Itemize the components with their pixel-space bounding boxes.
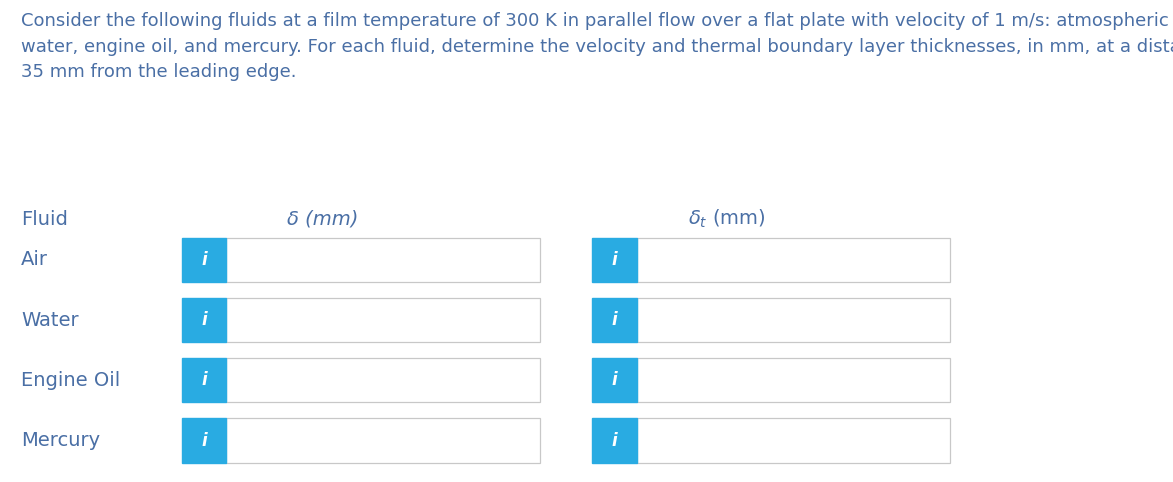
FancyBboxPatch shape [182,358,226,402]
Text: i: i [612,431,617,450]
Text: i: i [202,431,206,450]
FancyBboxPatch shape [592,358,637,402]
Text: δ (mm): δ (mm) [287,210,358,229]
FancyBboxPatch shape [592,238,637,282]
Text: $\delta_t$ (mm): $\delta_t$ (mm) [689,208,766,230]
FancyBboxPatch shape [182,298,226,342]
FancyBboxPatch shape [637,418,950,463]
FancyBboxPatch shape [182,238,226,282]
FancyBboxPatch shape [637,238,950,282]
FancyBboxPatch shape [226,238,540,282]
FancyBboxPatch shape [637,358,950,402]
FancyBboxPatch shape [637,298,950,342]
Text: i: i [202,311,206,329]
Text: Fluid: Fluid [21,210,68,229]
Text: Engine Oil: Engine Oil [21,371,121,390]
Text: Air: Air [21,250,48,269]
Text: i: i [612,311,617,329]
Text: Mercury: Mercury [21,431,100,450]
Text: i: i [612,251,617,269]
Text: Consider the following fluids at a film temperature of 300 K in parallel flow ov: Consider the following fluids at a film … [21,12,1173,81]
Text: Water: Water [21,310,79,330]
Text: i: i [202,251,206,269]
FancyBboxPatch shape [182,418,226,463]
Text: i: i [202,371,206,389]
FancyBboxPatch shape [592,418,637,463]
Text: i: i [612,371,617,389]
FancyBboxPatch shape [226,358,540,402]
FancyBboxPatch shape [226,298,540,342]
FancyBboxPatch shape [226,418,540,463]
FancyBboxPatch shape [592,298,637,342]
